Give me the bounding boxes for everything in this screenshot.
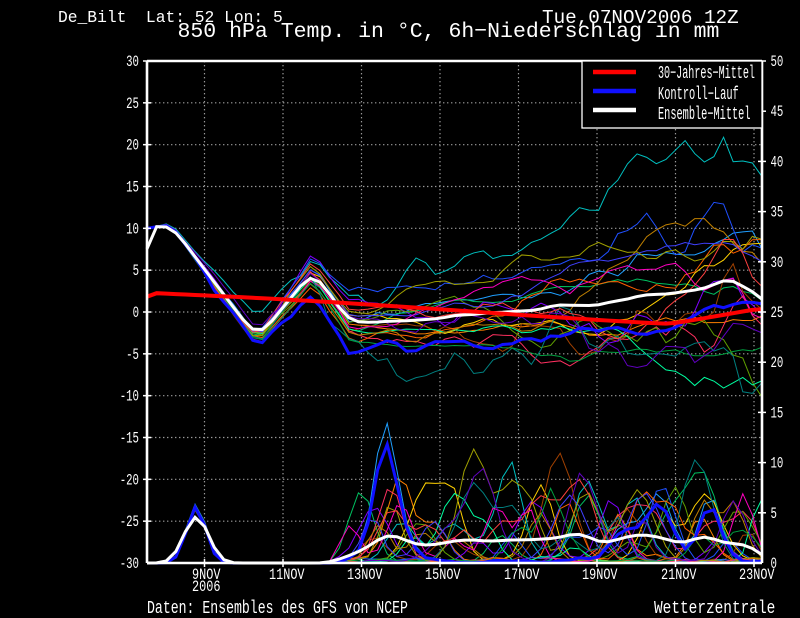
svg-text:40: 40 — [771, 155, 784, 173]
svg-text:15: 15 — [771, 406, 784, 424]
svg-text:20: 20 — [126, 138, 139, 156]
svg-text:-10: -10 — [120, 389, 139, 407]
svg-text:-25: -25 — [120, 514, 139, 532]
svg-text:-5: -5 — [126, 347, 139, 365]
svg-text:-20: -20 — [120, 473, 139, 491]
svg-text:25: 25 — [126, 96, 139, 114]
svg-text:-15: -15 — [120, 431, 139, 449]
svg-text:30: 30 — [126, 54, 139, 72]
svg-text:25: 25 — [771, 305, 784, 323]
svg-text:35: 35 — [771, 205, 784, 223]
svg-text:0: 0 — [133, 305, 139, 323]
svg-text:30: 30 — [771, 255, 784, 273]
svg-text:5: 5 — [133, 263, 139, 281]
svg-text:20: 20 — [771, 355, 784, 373]
svg-text:-30: -30 — [120, 556, 139, 574]
svg-text:10: 10 — [126, 222, 139, 240]
svg-text:5: 5 — [771, 506, 777, 524]
svg-text:10: 10 — [771, 456, 784, 474]
svg-text:15: 15 — [126, 180, 139, 198]
